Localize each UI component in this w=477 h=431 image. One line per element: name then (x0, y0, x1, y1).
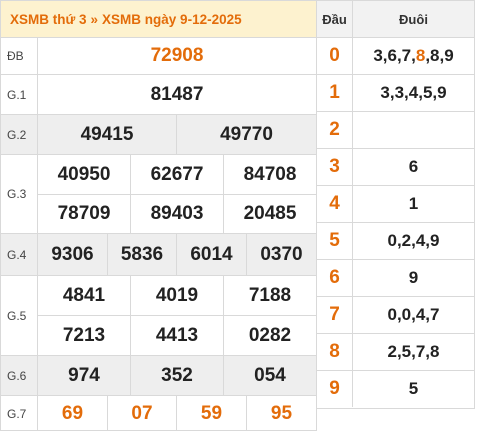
prize-number: 4019 (130, 276, 223, 315)
prize-row-g5: G.5 4841 4019 7188 7213 4413 0282 (1, 276, 316, 356)
prize-number: 4413 (130, 315, 223, 355)
loto-row: 0 3,6,7, 8,8,9 (317, 38, 474, 75)
loto-row: 4 1 (317, 186, 474, 223)
loto-row: 2 (317, 112, 474, 149)
loto-head-digit: 8 (317, 334, 353, 370)
prize-label: G.1 (1, 75, 38, 114)
prize-number: 49770 (176, 115, 316, 154)
prize-number: 95 (246, 396, 316, 431)
loto-row: 5 0,2,4,9 (317, 223, 474, 260)
prize-label: G.7 (1, 396, 38, 431)
results-table: XSMB thứ 3 » XSMB ngày 9-12-2025 ĐB 7290… (0, 0, 317, 431)
loto-head-digit: 9 (317, 371, 353, 407)
loto-tail-column-title: Đuôi (399, 11, 428, 27)
loto-row: 6 9 (317, 260, 474, 297)
loto-row: 7 0,0,4,7 (317, 297, 474, 334)
prize-label: G.2 (1, 115, 38, 154)
loto-head-digit: 0 (317, 38, 353, 74)
loto-tail-digits: 1 (408, 194, 419, 213)
prize-number: 5836 (107, 234, 176, 275)
loto-row: 9 5 (317, 371, 474, 408)
loto-tail-digits: 6 (408, 157, 419, 176)
loto-row: 3 6 (317, 149, 474, 186)
loto-row: 8 2,5,7,8 (317, 334, 474, 371)
loto-tail-digits: 9 (408, 268, 419, 287)
prize-row-g3: G.3 40950 62677 84708 78709 89403 20485 (1, 155, 316, 234)
xsmb-weekday-link[interactable]: XSMB thứ 3 (10, 11, 87, 27)
prize-number: 89403 (130, 194, 223, 233)
loto-tail-digits: 0,2,4,9 (387, 231, 440, 250)
results-header: XSMB thứ 3 » XSMB ngày 9-12-2025 (1, 1, 316, 38)
prize-number: 62677 (130, 155, 223, 194)
prize-number: 054 (223, 356, 316, 395)
prize-number: 20485 (223, 194, 316, 233)
prize-number: 40950 (57, 163, 111, 185)
prize-row-g4: G.4 9306 5836 6014 0370 (1, 234, 316, 276)
loto-tail-digits: 3,3,4,5,9 (380, 83, 447, 102)
prize-row-special: ĐB 72908 (1, 38, 316, 75)
loto-table: Đầu Đuôi 0 3,6,7, 8,8,9 1 3,3,4,5,9 2 3 6… (317, 0, 475, 409)
loto-tail-digits: 2,5,7,8 (387, 342, 440, 361)
prize-label: ĐB (1, 38, 38, 74)
loto-tail-digits: 0,0,4,7 (387, 305, 440, 324)
loto-head-digit: 1 (317, 75, 353, 111)
loto-row: 1 3,3,4,5,9 (317, 75, 474, 112)
prize-label: G.3 (1, 155, 38, 233)
loto-head-digit: 6 (317, 260, 353, 296)
breadcrumb-separator: » (90, 11, 99, 27)
prize-number: 4841 (62, 284, 106, 306)
prize-number: 59 (176, 396, 246, 431)
prize-number: 49415 (80, 123, 134, 145)
prize-number: 0370 (246, 234, 316, 275)
loto-head-digit: 5 (317, 223, 353, 259)
prize-number: 7213 (38, 315, 130, 355)
prize-number: 78709 (38, 194, 130, 233)
special-prize-number: 72908 (150, 45, 204, 66)
prize-row-g1: G.1 81487 (1, 75, 316, 115)
prize-row-g6: G.6 974 352 054 (1, 356, 316, 396)
loto-head-digit: 3 (317, 149, 353, 185)
prize-number: 974 (68, 364, 100, 386)
prize-label: G.4 (1, 234, 38, 275)
prize-number: 0282 (223, 315, 316, 355)
prize-number: 81487 (150, 83, 204, 105)
xsmb-date-link[interactable]: XSMB ngày 9-12-2025 (102, 11, 242, 27)
prize-number: 84708 (223, 155, 316, 194)
highlighted-tail-digit: 8 (415, 46, 426, 65)
prize-number: 352 (130, 356, 223, 395)
prize-number: 69 (61, 403, 84, 424)
prize-label: G.5 (1, 276, 38, 355)
loto-tail-digits: 5 (408, 379, 419, 398)
loto-head-digit: 4 (317, 186, 353, 222)
loto-tail-digits (353, 112, 474, 148)
loto-head-digit: 7 (317, 297, 353, 333)
prize-number: 07 (107, 396, 176, 431)
prize-number: 9306 (51, 243, 94, 265)
prize-row-g7: G.7 69 07 59 95 (1, 396, 316, 431)
loto-head-column-title: Đầu (317, 1, 353, 37)
loto-header: Đầu Đuôi (317, 1, 474, 38)
prize-row-g2: G.2 49415 49770 (1, 115, 316, 155)
prize-number: 7188 (223, 276, 316, 315)
loto-head-digit: 2 (317, 112, 353, 148)
prize-number: 6014 (176, 234, 246, 275)
prize-label: G.6 (1, 356, 38, 395)
loto-tail-digits: 3,6,7, 8,8,9 (373, 46, 454, 65)
